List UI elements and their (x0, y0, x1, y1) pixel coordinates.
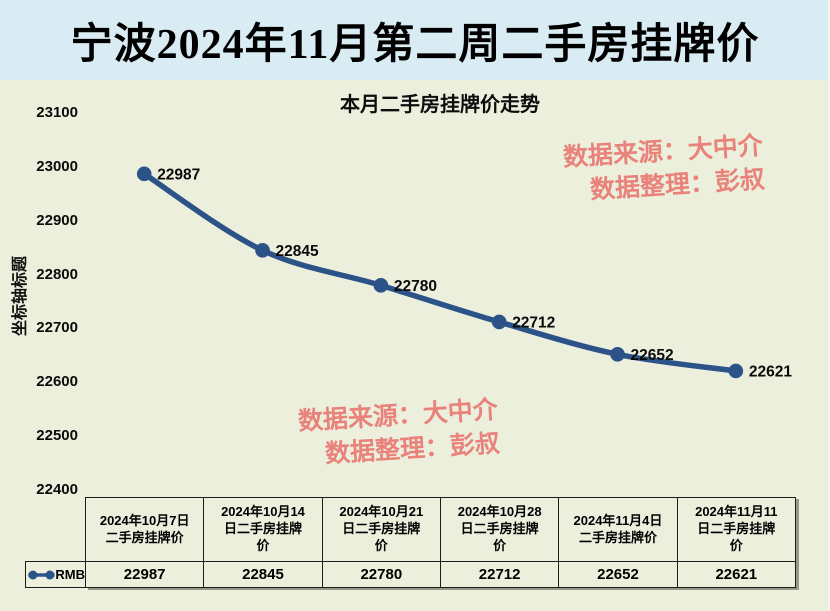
chart-title: 本月二手房挂牌价走势 (340, 94, 540, 116)
data-point-marker (610, 346, 625, 362)
table-header-cell: 2024年10月21 日二手房挂牌 价 (321, 497, 441, 562)
page-title: 宁波2024年11月第二周二手房挂牌价 (70, 21, 760, 68)
y-axis-tick-label: 22900 (36, 211, 78, 229)
data-point-label: 22621 (749, 363, 792, 380)
watermark-editor-line: 数据整理：彭叔 (324, 429, 501, 469)
table-value-cell: 22845 (203, 561, 323, 588)
data-point-marker (136, 166, 152, 182)
watermark-top: 数据来源：大中介 数据整理：彭叔 (518, 129, 766, 212)
watermark-bottom: 数据来源：大中介 数据整理：彭叔 (253, 393, 501, 476)
y-axis-tick-label: 22700 (36, 319, 78, 337)
y-axis-tick-label: 22800 (36, 265, 78, 283)
data-point-label: 22712 (512, 314, 555, 331)
y-axis-tick-label: 22600 (36, 373, 78, 391)
table-header-cell: 2024年11月4日 二手房挂牌价 (558, 497, 678, 562)
table-value-cell: 22712 (439, 561, 560, 588)
table-value-row: 22987 22845 22780 22712 22652 22621 (85, 561, 796, 588)
legend-series-label: RMB (55, 567, 85, 582)
data-point-marker (373, 278, 389, 293)
watermark-source-line: 数据来源：大中介 (562, 131, 764, 172)
legend-cell: RMB (25, 561, 86, 588)
data-point-marker (255, 243, 270, 258)
data-table: 2024年10月7日 二手房挂牌价 2024年10月14 日二手房挂牌 价 2024… (85, 497, 796, 588)
watermark-editor-line: 数据整理：彭叔 (589, 165, 766, 205)
data-point-label: 22780 (394, 278, 437, 295)
y-axis-tick-label: 22400 (36, 480, 78, 498)
y-axis-tick-label: 23000 (36, 157, 78, 175)
table-value-cell: 22621 (676, 561, 796, 588)
data-point-label: 22652 (631, 347, 674, 364)
table-value-cell: 22780 (321, 561, 441, 588)
table-value-cell: 22987 (85, 561, 205, 588)
data-point-label: 22987 (157, 166, 200, 183)
data-point-marker (491, 314, 507, 330)
data-point-marker (728, 363, 744, 379)
y-axis-tick-label: 23100 (36, 104, 78, 121)
table-header-cell: 2024年10月14 日二手房挂牌 价 (203, 497, 323, 562)
table-header-cell: 2024年11月11 日二手房挂牌 价 (676, 497, 796, 562)
table-header-cell: 2024年10月28 日二手房挂牌 价 (439, 497, 560, 562)
page-title-band: 宁波2024年11月第二周二手房挂牌价 (0, 0, 830, 80)
y-axis-title: 坐标轴标题 (12, 256, 29, 337)
data-point-label: 22845 (276, 243, 319, 260)
line-series-legend-icon (28, 570, 55, 579)
table-header-row: 2024年10月7日 二手房挂牌价 2024年10月14 日二手房挂牌 价 2024… (85, 497, 796, 562)
table-value-cell: 22652 (558, 561, 678, 588)
y-axis-tick-label: 22500 (36, 427, 78, 445)
page-edge-strip (828, 0, 830, 611)
table-header-cell: 2024年10月7日 二手房挂牌价 (85, 497, 205, 562)
watermark-source-line: 数据来源：大中介 (297, 395, 499, 436)
